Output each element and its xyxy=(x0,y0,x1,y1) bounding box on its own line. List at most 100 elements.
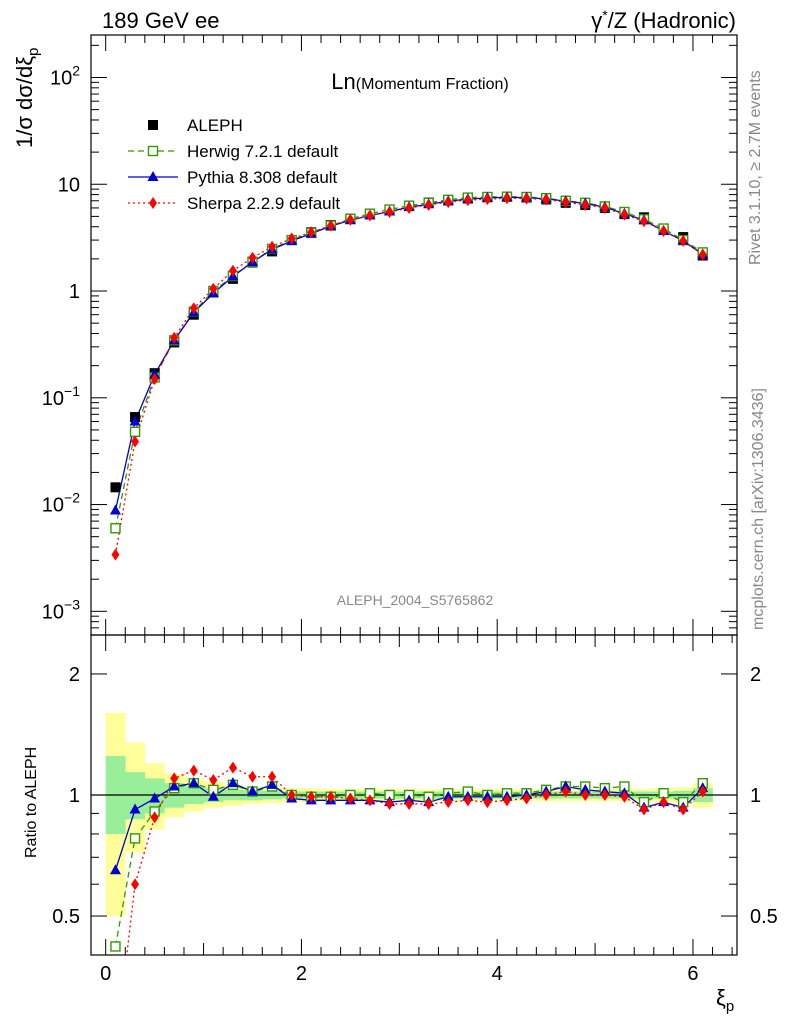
ratio-point-sherpa-2-2-9-default xyxy=(698,785,707,798)
ratio-ticks: 2 2 1 1 0.5 0.5 0 2 4 6 xyxy=(52,635,778,985)
process-label: γ*/Z (Hadronic) xyxy=(591,7,736,33)
energy-label: 189 GeV ee xyxy=(102,8,219,33)
ratio-point-sherpa-2-2-9-default xyxy=(209,773,218,786)
ratio-point-sherpa-2-2-9-default xyxy=(287,789,296,801)
main-series-layer xyxy=(109,191,709,561)
ratio-point-sherpa-2-2-9-default xyxy=(131,878,140,891)
main-point-sherpa-2-2-9-default xyxy=(189,302,198,315)
main-point-sherpa-2-2-9-default xyxy=(483,193,492,206)
ratio-point-pythia-8-308-default xyxy=(207,790,219,801)
legend-item-herwig-7-2-1-default: Herwig 7.2.1 default xyxy=(128,142,338,161)
main-ytick-base: 10 xyxy=(50,67,72,89)
main-ytick-label: 102 xyxy=(50,62,80,89)
main-point-sherpa-2-2-9-default xyxy=(326,219,335,232)
main-point-sherpa-2-2-9-default xyxy=(131,435,140,448)
ratio-point-sherpa-2-2-9-default xyxy=(600,789,609,801)
main-line-herwig-7-2-1-default xyxy=(114,196,704,529)
ratio-point-pythia-8-308-default xyxy=(442,790,454,801)
main-point-sherpa-2-2-9-default xyxy=(620,208,629,221)
main-marks xyxy=(109,191,709,561)
ratio-point-pythia-8-308-default xyxy=(560,780,572,791)
main-ytick-label: 1 xyxy=(69,281,80,303)
ratio-point-sherpa-2-2-9-default xyxy=(228,761,237,774)
ratio-point-pythia-8-308-default xyxy=(188,777,200,788)
ratio-point-pythia-8-308-default xyxy=(247,785,258,796)
ratio-xtick-label: 4 xyxy=(492,963,503,985)
ratio-ylabel: Ratio to ALEPH xyxy=(23,747,40,858)
main-ylabel-text: 1/σ dσ/dξ xyxy=(12,56,37,148)
main-point-sherpa-2-2-9-default xyxy=(248,251,257,264)
main-ytick-label: 10−3 xyxy=(42,596,80,623)
legend-item-aleph: ALEPH xyxy=(148,116,243,135)
process-star: * xyxy=(602,7,608,23)
main-ylabel: 1/σ dσ/dξp xyxy=(12,48,42,148)
ratio-point-sherpa-2-2-9-default xyxy=(502,794,511,807)
ratio-point-sherpa-2-2-9-default xyxy=(170,772,179,785)
ratio-xtick-label: 6 xyxy=(687,963,698,985)
ratio-point-sherpa-2-2-9-default xyxy=(307,790,316,803)
ratio-point-sherpa-2-2-9-default xyxy=(346,792,355,805)
main-point-herwig-7-2-1-default xyxy=(110,523,121,534)
ratio-point-sherpa-2-2-9-default xyxy=(522,792,531,805)
process-gamma: γ xyxy=(591,8,602,33)
ratio-point-sherpa-2-2-9-default xyxy=(268,770,277,783)
main-ytick-exp: 2 xyxy=(72,62,80,78)
ratio-xtick-label: 0 xyxy=(100,963,111,985)
legend-marker xyxy=(147,171,159,181)
ratio-point-sherpa-2-2-9-default xyxy=(248,770,257,783)
main-title: Ln(Momentum Fraction) xyxy=(331,69,508,94)
main-line-pythia-8-308-default xyxy=(114,196,704,511)
ratio-point-sherpa-2-2-9-default xyxy=(561,785,570,798)
ratio-ytick-label: 0.5 xyxy=(52,906,80,928)
ratio-point-pythia-8-308-default xyxy=(481,790,493,801)
ratio-point-sherpa-2-2-9-default xyxy=(659,796,668,809)
ratio-point-sherpa-2-2-9-default xyxy=(679,803,688,816)
main-point-sherpa-2-2-9-default xyxy=(170,331,179,344)
ratio-panel: 2 2 1 1 0.5 0.5 0 2 4 6 Ratio to ALEPH ξp xyxy=(23,634,778,1015)
main-point-sherpa-2-2-9-default xyxy=(150,372,159,385)
ratio-point-herwig-7-2-1-default xyxy=(110,941,121,952)
ratio-point-sherpa-2-2-9-default xyxy=(385,797,394,810)
main-point-sherpa-2-2-9-default xyxy=(463,194,472,207)
main-ytick-exp: −2 xyxy=(64,490,80,506)
main-ytick-exp: −3 xyxy=(64,596,80,612)
main-point-sherpa-2-2-9-default xyxy=(542,193,551,206)
main-point-sherpa-2-2-9-default xyxy=(287,232,296,245)
ratio-point-sherpa-2-2-9-default xyxy=(542,789,551,801)
main-ytick-base: 1 xyxy=(69,281,80,303)
ratio-point-sherpa-2-2-9-default xyxy=(424,797,433,810)
ratio-point-pythia-8-308-default xyxy=(149,792,161,803)
ratio-xlabel-sub: p xyxy=(726,998,734,1015)
main-ytick-base: 10 xyxy=(58,174,80,196)
watermark: ALEPH_2004_S5765862 xyxy=(337,592,494,608)
ratio-point-herwig-7-2-1-default xyxy=(129,833,141,844)
main-point-sherpa-2-2-9-default xyxy=(502,192,511,205)
main-point-aleph xyxy=(110,482,121,493)
main-point-sherpa-2-2-9-default xyxy=(581,198,590,211)
legend-item-pythia-8-308-default: Pythia 8.308 default xyxy=(128,168,338,187)
ratio-point-sherpa-2-2-9-default xyxy=(365,794,374,807)
main-ytick-base: 10 xyxy=(42,388,64,410)
main-point-sherpa-2-2-9-default xyxy=(365,209,374,222)
main-title-ln: Ln xyxy=(331,69,355,94)
legend-item-sherpa-2-2-9-default: Sherpa 2.2.9 default xyxy=(128,194,340,213)
main-point-sherpa-2-2-9-default xyxy=(209,282,218,295)
ratio-point-sherpa-2-2-9-default xyxy=(189,764,198,777)
main-point-sherpa-2-2-9-default xyxy=(111,548,120,561)
main-point-sherpa-2-2-9-default xyxy=(444,196,453,209)
ratio-ytick-label-right: 2 xyxy=(750,664,761,686)
main-point-sherpa-2-2-9-default xyxy=(600,201,609,214)
main-ytick-exp: −1 xyxy=(64,383,80,399)
main-point-sherpa-2-2-9-default xyxy=(307,226,316,239)
main-title-paren: (Momentum Fraction) xyxy=(356,76,509,93)
ratio-ytick-label-right: 1 xyxy=(750,785,761,807)
process-rest: /Z (Hadronic) xyxy=(608,8,736,33)
main-point-pythia-8-308-default xyxy=(109,504,121,515)
main-point-sherpa-2-2-9-default xyxy=(405,201,414,214)
ratio-point-pythia-8-308-default xyxy=(109,864,121,875)
main-point-sherpa-2-2-9-default xyxy=(385,205,394,218)
ratio-point-pythia-8-308-default xyxy=(227,777,239,788)
legend-marker xyxy=(147,145,159,157)
